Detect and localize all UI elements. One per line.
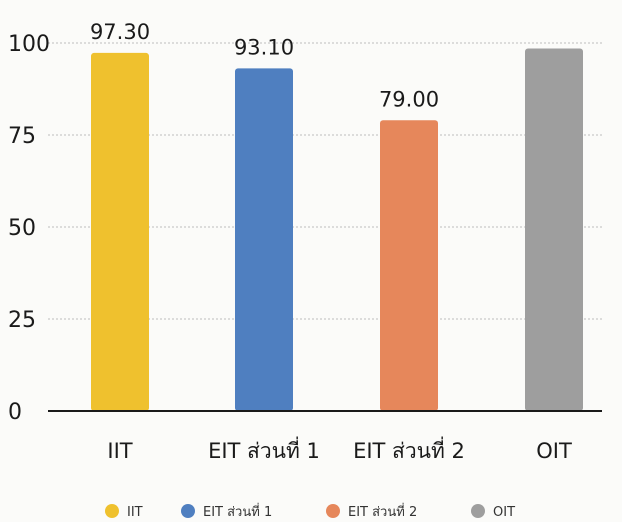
legend-swatch: [471, 504, 485, 518]
legend-label: EIT ส่วนที่ 2: [348, 503, 417, 520]
x-category-label: EIT ส่วนที่ 2: [353, 436, 465, 463]
legend-swatch: [181, 504, 195, 518]
y-tick-label: 75: [8, 124, 36, 149]
x-category-label: OIT: [536, 439, 572, 463]
legend-label: IIT: [127, 505, 143, 520]
data-labels: 97.30 93.10 79.00: [90, 20, 439, 111]
data-label-2: 93.10: [234, 35, 294, 59]
y-tick-label: 25: [8, 308, 36, 333]
bar-3: [380, 120, 438, 411]
bars: [91, 48, 583, 412]
bar-2: [235, 68, 293, 411]
legend-item: EIT ส่วนที่ 1: [181, 503, 272, 520]
x-axis-categories: IIT EIT ส่วนที่ 1 EIT ส่วนที่ 2 OIT: [107, 436, 572, 463]
legend-swatch: [326, 504, 340, 518]
legend-label: OIT: [493, 505, 515, 520]
x-category-label: EIT ส่วนที่ 1: [208, 436, 320, 463]
x-category-label: IIT: [107, 439, 132, 463]
legend-label: EIT ส่วนที่ 1: [203, 503, 272, 520]
data-label-1: 97.30: [90, 20, 150, 44]
legend-item: IIT: [105, 504, 143, 520]
legend: IIT EIT ส่วนที่ 1 EIT ส่วนที่ 2 OIT: [105, 503, 515, 520]
bar-4: [525, 48, 583, 412]
legend-item: OIT: [471, 504, 515, 520]
legend-swatch: [105, 504, 119, 518]
bar-1: [91, 52, 149, 411]
y-axis-ticks: 0 25 50 75 100: [8, 32, 50, 425]
legend-item: EIT ส่วนที่ 2: [326, 503, 417, 520]
y-tick-label: 0: [8, 400, 22, 425]
y-tick-label: 100: [8, 32, 50, 57]
y-tick-label: 50: [8, 216, 36, 241]
data-label-3: 79.00: [379, 87, 439, 111]
